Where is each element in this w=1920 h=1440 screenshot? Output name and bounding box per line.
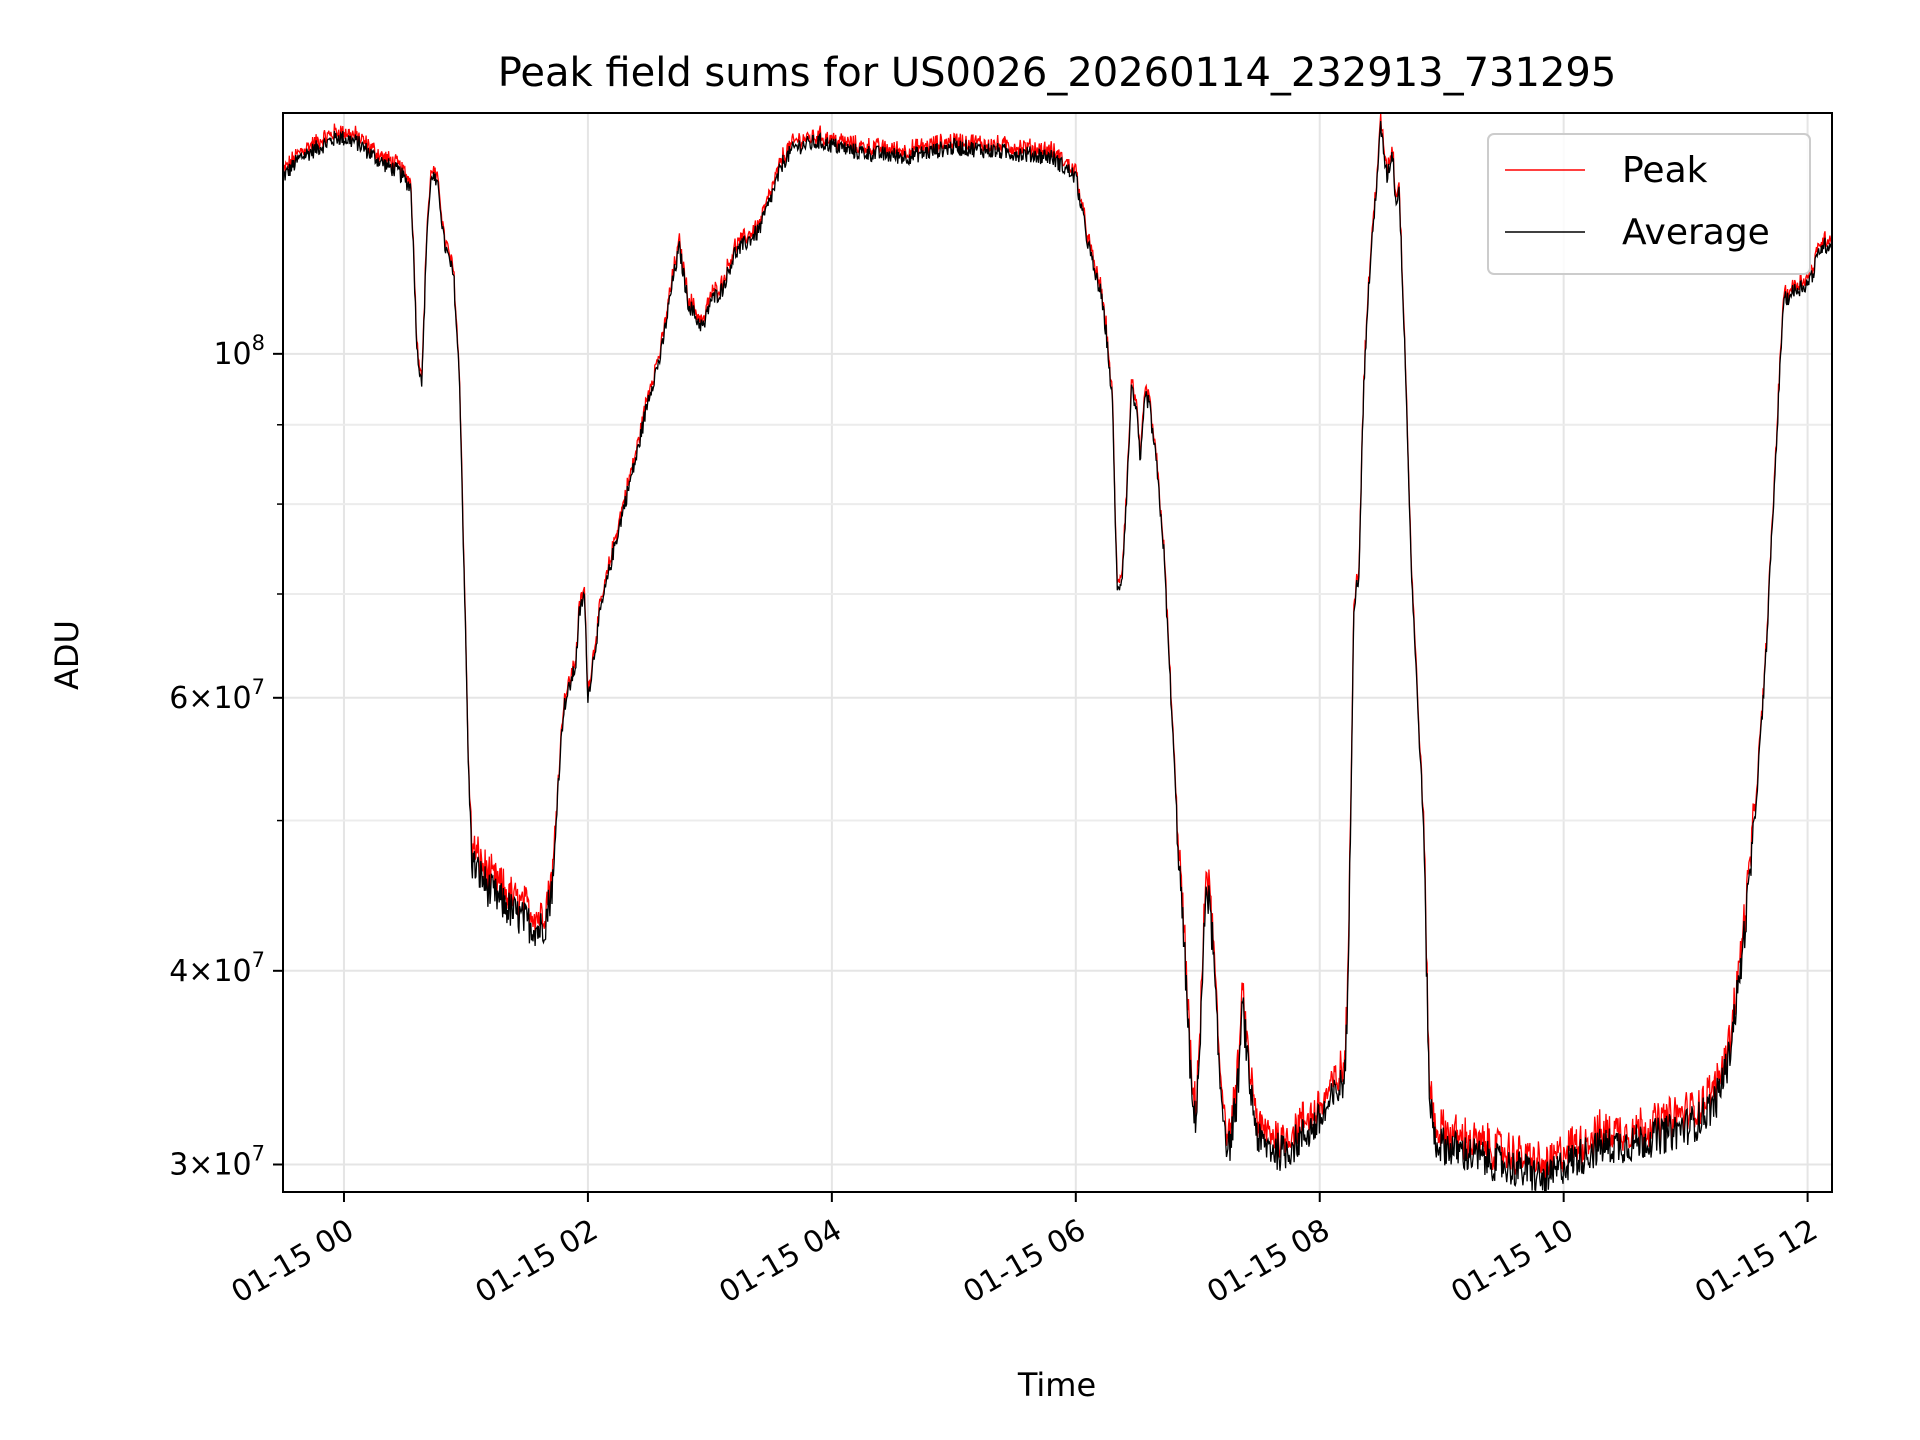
- plot-frame: [282, 112, 1833, 1193]
- y-tick-label: 4×107: [169, 948, 265, 989]
- y-axis-label: ADU: [48, 620, 86, 690]
- legend: Peak Average: [1487, 133, 1811, 275]
- legend-box: [1487, 133, 1811, 275]
- series-peak-line: [282, 113, 1833, 1188]
- series-layer: [282, 113, 1833, 1193]
- x-axis-label: Time: [1017, 1366, 1096, 1404]
- y-tick-label: 108: [213, 331, 265, 372]
- chart-title: Peak field sums for US0026_20260114_2329…: [498, 50, 1617, 96]
- series-average-line: [282, 120, 1833, 1193]
- grid-layer: [283, 113, 1832, 1192]
- y-tick-label: 6×107: [169, 675, 265, 716]
- legend-peak-label: Peak: [1622, 150, 1708, 191]
- y-tick-label: 3×107: [169, 1142, 265, 1183]
- legend-average-label: Average: [1622, 212, 1770, 253]
